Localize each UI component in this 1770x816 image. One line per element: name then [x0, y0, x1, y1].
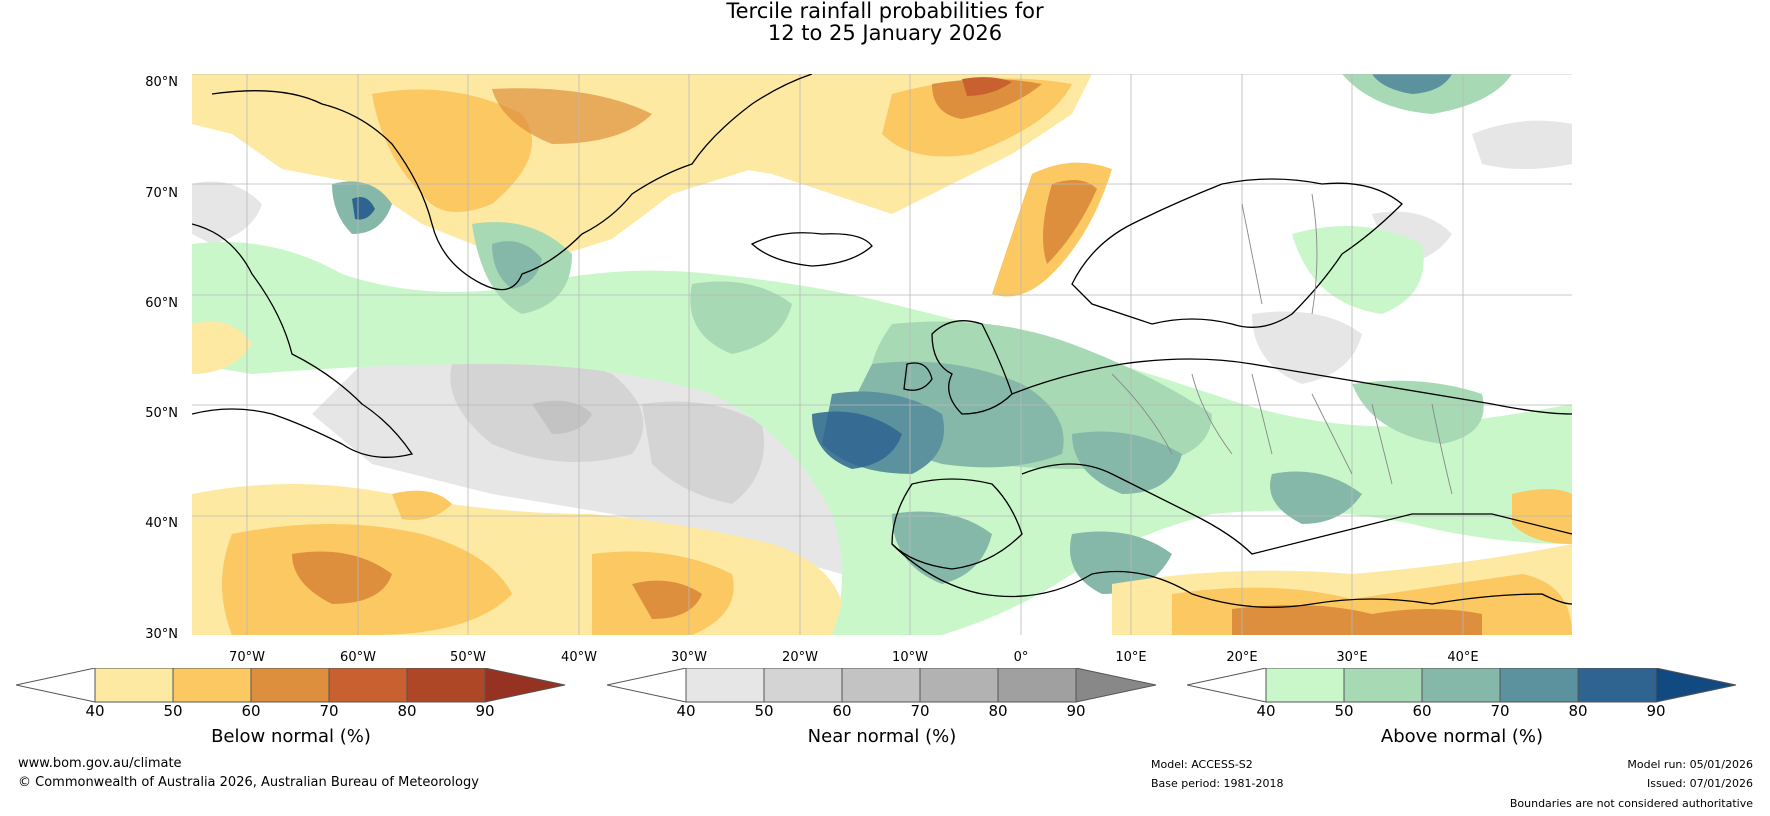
- boundaries-disclaimer: Boundaries are not considered authoritat…: [1509, 797, 1753, 810]
- lat-label-50n: 50°N: [145, 406, 178, 421]
- colorbar-above-normal: [1186, 667, 1742, 710]
- issued-date: Issued: 07/01/2026: [1646, 777, 1753, 790]
- lon-label-40e: 40°E: [1447, 650, 1479, 665]
- colorbar-near-normal: [606, 667, 1162, 710]
- lon-label-20e: 20°E: [1226, 650, 1258, 665]
- scandinavia-region: [1071, 178, 1403, 328]
- website-link[interactable]: www.bom.gov.au/climate: [18, 756, 182, 771]
- country-borders: [1111, 193, 1453, 495]
- base-period: Base period: 1981-2018: [1151, 777, 1284, 790]
- north-africa-region: [891, 543, 1572, 608]
- eastern-europe-region: [1011, 358, 1572, 555]
- near-tick-50: 50: [754, 702, 774, 720]
- above-tick-40: 40: [1256, 702, 1276, 720]
- lon-label-60w: 60°W: [340, 650, 376, 665]
- below-tick-80: 80: [397, 702, 417, 720]
- coastlines: [192, 74, 1572, 608]
- newfoundland-region: [192, 223, 414, 458]
- lon-label-0: 0°: [1013, 650, 1029, 665]
- model-name: Model: ACCESS-S2: [1151, 758, 1253, 771]
- british-isles-region: [903, 320, 1013, 415]
- graticule: [192, 74, 1572, 635]
- below-tick-40: 40: [85, 702, 105, 720]
- lon-label-50w: 50°W: [450, 650, 486, 665]
- below-tick-50: 50: [163, 702, 183, 720]
- lat-label-60n: 60°N: [145, 296, 178, 311]
- below-tick-70: 70: [319, 702, 339, 720]
- lon-label-30w: 30°W: [671, 650, 707, 665]
- above-normal-label: Above normal (%): [1380, 726, 1544, 747]
- near-tick-40: 40: [676, 702, 696, 720]
- lat-label-40n: 40°N: [145, 516, 178, 531]
- above-tick-50: 50: [1334, 702, 1354, 720]
- below-normal-field-north: [192, 74, 1112, 297]
- near-tick-70: 70: [910, 702, 930, 720]
- iceland-region: [750, 232, 873, 267]
- iberia-region: [891, 478, 1023, 570]
- lon-label-30e: 30°E: [1336, 650, 1368, 665]
- near-tick-60: 60: [832, 702, 852, 720]
- lon-label-10e: 10°E: [1115, 650, 1147, 665]
- forecast-map[interactable]: [192, 74, 1572, 635]
- lat-label-70n: 70°N: [145, 186, 178, 201]
- map-title-line1: Tercile rainfall probabilities for: [726, 0, 1044, 23]
- near-tick-80: 80: [988, 702, 1008, 720]
- model-run-date: Model run: 05/01/2026: [1627, 758, 1753, 771]
- lon-label-70w: 70°W: [229, 650, 265, 665]
- above-tick-80: 80: [1568, 702, 1588, 720]
- lon-label-20w: 20°W: [782, 650, 818, 665]
- above-tick-60: 60: [1412, 702, 1432, 720]
- above-normal-field: [192, 74, 1572, 635]
- below-normal-label: Below normal (%): [211, 726, 371, 747]
- near-normal-label: Near normal (%): [807, 726, 957, 747]
- colorbar-below-normal: [15, 667, 571, 710]
- below-normal-field-south: [192, 321, 1572, 635]
- below-tick-90: 90: [475, 702, 495, 720]
- lat-label-80n: 80°N: [145, 75, 178, 90]
- below-tick-60: 60: [241, 702, 261, 720]
- lon-label-10w: 10°W: [892, 650, 928, 665]
- lat-label-30n: 30°N: [145, 627, 178, 642]
- lon-label-40w: 40°W: [561, 650, 597, 665]
- above-tick-70: 70: [1490, 702, 1510, 720]
- above-tick-90: 90: [1646, 702, 1666, 720]
- near-tick-90: 90: [1066, 702, 1086, 720]
- copyright-text: © Commonwealth of Australia 2026, Austra…: [18, 775, 479, 790]
- map-title-line2: 12 to 25 January 2026: [767, 21, 1003, 45]
- greenland-region: [211, 74, 813, 291]
